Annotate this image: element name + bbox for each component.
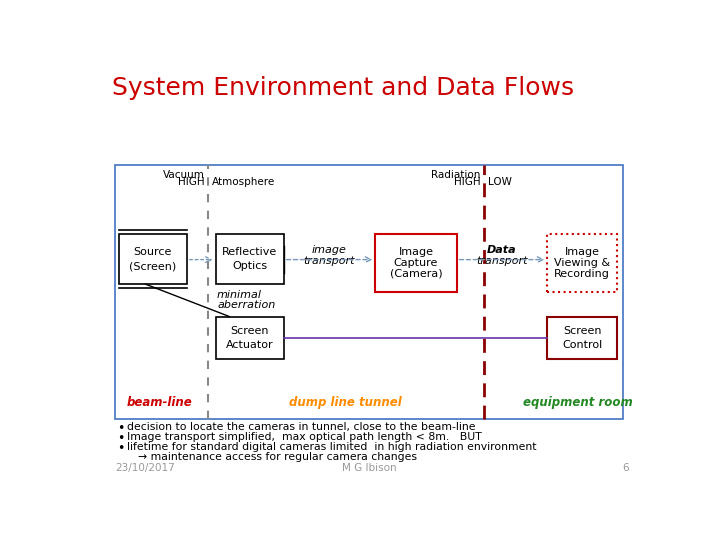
Text: Data: Data bbox=[487, 245, 517, 255]
Text: 23/10/2017: 23/10/2017 bbox=[114, 463, 174, 473]
Text: Vacuum: Vacuum bbox=[163, 170, 204, 180]
Text: LOW: LOW bbox=[487, 177, 511, 187]
Text: image: image bbox=[312, 245, 347, 255]
Text: equipment room: equipment room bbox=[523, 396, 633, 409]
Text: Image transport simplified,  max optical path length < 8m.   BUT: Image transport simplified, max optical … bbox=[127, 432, 482, 442]
Text: Source: Source bbox=[134, 247, 172, 257]
Bar bbox=[547, 316, 617, 359]
Text: minimal: minimal bbox=[217, 291, 262, 300]
Text: Viewing &: Viewing & bbox=[554, 258, 610, 268]
Bar bbox=[114, 165, 624, 419]
Text: dump line tunnel: dump line tunnel bbox=[289, 396, 402, 409]
Text: Image: Image bbox=[564, 247, 600, 257]
Text: aberration: aberration bbox=[217, 300, 275, 309]
Text: Radiation: Radiation bbox=[431, 170, 481, 180]
Text: lifetime for standard digital cameras limited  in high radiation environment: lifetime for standard digital cameras li… bbox=[127, 442, 536, 452]
Text: Recording: Recording bbox=[554, 269, 610, 279]
Text: Screen: Screen bbox=[563, 326, 601, 336]
Bar bbox=[375, 234, 456, 292]
Text: Screen: Screen bbox=[230, 326, 269, 336]
Bar bbox=[119, 234, 187, 284]
Text: System Environment and Data Flows: System Environment and Data Flows bbox=[112, 76, 574, 100]
Text: •: • bbox=[117, 442, 125, 455]
Bar bbox=[215, 234, 284, 284]
Text: transport: transport bbox=[476, 256, 528, 266]
Text: decision to locate the cameras in tunnel, close to the beam-line: decision to locate the cameras in tunnel… bbox=[127, 422, 476, 432]
Text: transport: transport bbox=[304, 256, 355, 266]
Text: Capture: Capture bbox=[394, 258, 438, 268]
Text: M G Ibison: M G Ibison bbox=[342, 463, 396, 473]
Text: Reflective: Reflective bbox=[222, 247, 277, 257]
Text: (Screen): (Screen) bbox=[129, 261, 176, 271]
Text: HIGH: HIGH bbox=[454, 177, 481, 187]
Text: (Camera): (Camera) bbox=[390, 269, 442, 279]
Text: Control: Control bbox=[562, 340, 602, 350]
Text: Atmosphere: Atmosphere bbox=[212, 177, 275, 187]
Text: Image: Image bbox=[398, 247, 433, 257]
Text: •: • bbox=[117, 432, 125, 445]
Text: → maintenance access for regular camera changes: → maintenance access for regular camera … bbox=[138, 452, 417, 462]
Text: •: • bbox=[117, 422, 125, 435]
Text: Optics: Optics bbox=[232, 261, 267, 271]
Text: beam-line: beam-line bbox=[127, 396, 193, 409]
Text: 6: 6 bbox=[622, 463, 629, 473]
Bar bbox=[547, 234, 617, 292]
Text: HIGH: HIGH bbox=[178, 177, 204, 187]
Bar bbox=[215, 316, 284, 359]
Text: Actuator: Actuator bbox=[226, 340, 274, 350]
